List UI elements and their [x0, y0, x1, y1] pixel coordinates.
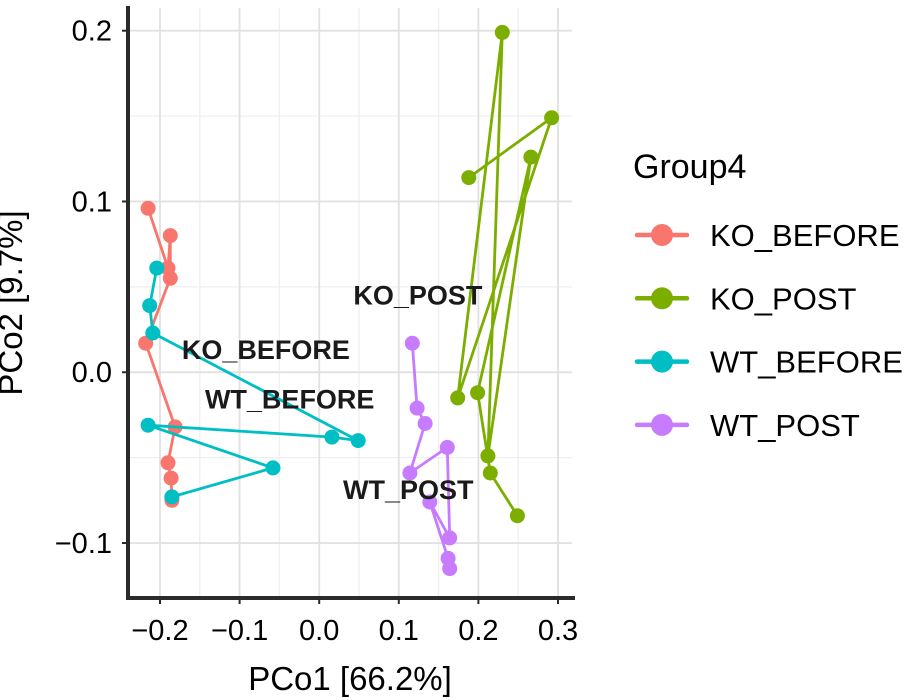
data-point [544, 110, 560, 126]
x-tick-label: −0.2 [131, 615, 188, 647]
legend-label: WT_POST [710, 408, 860, 443]
data-point [509, 508, 525, 524]
data-point [142, 298, 158, 314]
data-point [450, 390, 466, 406]
group-label-layer: KO_BEFORE WT_BEFORE KO_POST WT_POST [182, 280, 483, 505]
x-tick-label: −0.1 [211, 615, 268, 647]
data-point [442, 561, 458, 577]
x-tick-label: 0.3 [538, 615, 578, 647]
series-layer [138, 24, 560, 577]
group-label: KO_POST [353, 280, 483, 310]
x-tick-label: 0.0 [299, 615, 339, 647]
data-point [417, 416, 433, 431]
legend: Group4 KO_BEFORE KO_POST WT_BEFORE WT_POST [633, 148, 903, 443]
group-label: KO_BEFORE [182, 335, 350, 365]
legend-key-point [651, 413, 673, 436]
y-tick-label: 0.2 [72, 16, 112, 48]
series-KO_POST [450, 24, 560, 524]
legend-key-point [651, 350, 673, 373]
data-point [324, 429, 340, 445]
y-tick-label: −0.1 [55, 528, 112, 560]
data-point [494, 24, 510, 40]
data-point [160, 455, 176, 471]
data-point [350, 433, 366, 449]
legend-key-point [651, 287, 673, 310]
data-point [439, 439, 455, 455]
axis-layer: −0.2 −0.1 0.0 0.1 0.2 0.3 0.2 0.1 0.0 −0.1 [55, 6, 578, 647]
data-point [442, 530, 458, 546]
data-point [470, 385, 486, 401]
data-point [402, 465, 418, 481]
legend-key-point [651, 224, 673, 246]
legend-label: KO_BEFORE [710, 218, 900, 253]
data-point [163, 470, 179, 486]
data-point [422, 494, 438, 510]
y-axis-title: PCo2 [9.7%] [0, 210, 29, 395]
data-point [164, 489, 180, 505]
grid-layer [128, 8, 572, 598]
data-point [409, 400, 425, 416]
x-tick-label: 0.2 [458, 615, 498, 647]
data-point [140, 417, 156, 433]
data-point [482, 465, 498, 481]
data-point [523, 149, 539, 165]
group-label: WT_BEFORE [205, 385, 375, 415]
legend-title: Group4 [633, 148, 746, 186]
legend-label: WT_BEFORE [710, 345, 903, 380]
data-point [149, 260, 165, 276]
data-point [265, 460, 281, 476]
data-point [461, 170, 477, 186]
legend-label: KO_POST [710, 281, 856, 316]
x-axis-title: PCo1 [66.2%] [248, 660, 452, 697]
series-WT_POST [402, 335, 458, 577]
legend-entry-KO_POST: KO_POST [634, 281, 856, 316]
legend-entry-WT_BEFORE: WT_BEFORE [634, 345, 903, 380]
legend-entries: KO_BEFORE KO_POST WT_BEFORE WT_POST [634, 218, 903, 443]
group-label: WT_POST [343, 475, 474, 505]
data-point [145, 325, 161, 341]
legend-entry-WT_POST: WT_POST [634, 408, 860, 443]
data-point [162, 228, 178, 244]
data-point [162, 270, 178, 286]
y-tick-label: 0.1 [72, 186, 112, 218]
data-point [140, 200, 156, 216]
y-tick-label: 0.0 [72, 357, 112, 389]
legend-entry-KO_BEFORE: KO_BEFORE [634, 218, 900, 253]
series-WT_BEFORE [140, 260, 366, 505]
x-tick-label: 0.1 [379, 615, 419, 647]
data-point [480, 448, 496, 464]
data-point [404, 335, 420, 351]
